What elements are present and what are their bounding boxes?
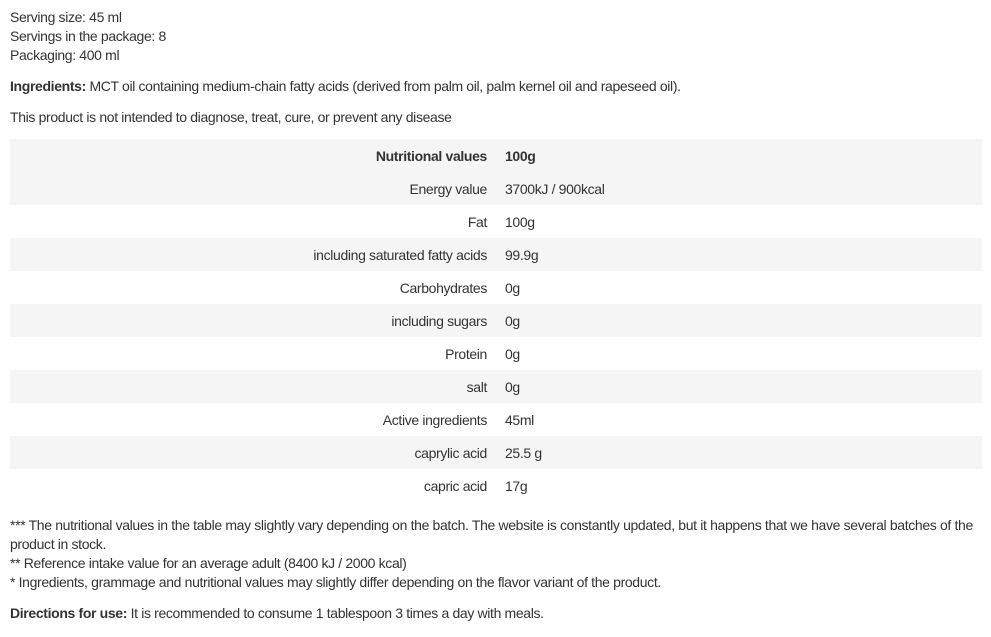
row-value: 0g (505, 304, 982, 337)
directions-label: Directions for use: (10, 605, 128, 621)
row-label: Carbohydrates (399, 279, 488, 296)
table-row: salt 0g (10, 370, 982, 403)
row-label: Active ingredients (382, 411, 488, 428)
row-label: capric acid (423, 477, 487, 494)
header-label: Nutritional values (10, 139, 505, 172)
footnotes: *** The nutritional values in the table … (10, 516, 981, 592)
row-label: Protein (445, 345, 487, 362)
row-value: 17g (505, 477, 528, 494)
servings-count: Servings in the package: 8 (10, 28, 166, 44)
table-row: including sugars 0g (10, 304, 982, 337)
table-header-row: Nutritional values 100g (10, 139, 982, 172)
product-description: Serving size: 45 ml Servings in the pack… (10, 8, 982, 623)
row-value: 0g (505, 370, 982, 403)
row-value: 0g (505, 345, 520, 362)
row-label: Fat (467, 213, 488, 230)
table-row: Active ingredients 45ml (10, 403, 982, 436)
row-label: salt (10, 370, 505, 403)
serving-size: Serving size: 45 ml (10, 9, 122, 25)
table-row: Fat 100g (10, 205, 982, 238)
row-value: 3700kJ / 900kcal (505, 172, 982, 205)
row-label: Energy value (10, 172, 505, 205)
row-value: 45ml (505, 411, 534, 428)
row-value: 99.9g (505, 238, 982, 271)
table-row: Protein 0g (10, 337, 982, 370)
product-info: Serving size: 45 ml Servings in the pack… (10, 8, 981, 65)
packaging: Packaging: 400 ml (10, 47, 120, 63)
row-value: 0g (505, 279, 520, 296)
directions-text: It is recommended to consume 1 tablespoo… (127, 605, 544, 621)
row-label: including saturated fatty acids (10, 238, 505, 271)
nutrition-table: Nutritional values 100g Energy value 3700… (10, 139, 982, 502)
row-value: 25.5 g (505, 436, 982, 469)
table-row: Energy value 3700kJ / 900kcal (10, 172, 982, 205)
footnote-batch: *** The nutritional values in the table … (10, 517, 973, 552)
directions: Directions for use: It is recommended to… (10, 604, 981, 623)
header-value: 100g (505, 139, 982, 172)
footnote-reference-intake: ** Reference intake value for an average… (10, 555, 407, 571)
ingredients-text: MCT oil containing medium-chain fatty ac… (85, 78, 681, 94)
table-row: capric acid 17g (10, 469, 982, 502)
row-value: 100g (505, 213, 535, 230)
table-row: caprylic acid 25.5 g (10, 436, 982, 469)
table-row: including saturated fatty acids 99.9g (10, 238, 982, 271)
footnote-variant: * Ingredients, grammage and nutritional … (10, 574, 661, 590)
ingredients: Ingredients: MCT oil containing medium-c… (10, 77, 981, 96)
disclaimer: This product is not intended to diagnose… (10, 109, 452, 125)
row-label: caprylic acid (10, 436, 505, 469)
table-row: Carbohydrates 0g (10, 271, 982, 304)
row-label: including sugars (10, 304, 505, 337)
ingredients-label: Ingredients: (10, 78, 86, 94)
